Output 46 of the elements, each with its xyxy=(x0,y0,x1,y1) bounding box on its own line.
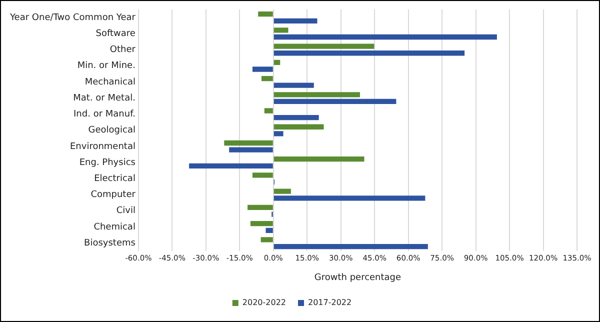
bar xyxy=(264,108,273,114)
y-tick-label: Year One/Two Common Year xyxy=(8,12,136,23)
bar xyxy=(274,124,324,130)
bar xyxy=(274,44,374,49)
legend-label: 2017-2022 xyxy=(308,298,352,308)
bar xyxy=(274,131,284,136)
bar xyxy=(274,244,428,250)
y-tick-label: Mechanical xyxy=(84,77,136,88)
bar xyxy=(248,204,273,210)
y-tick-label: Ind. or Manuf. xyxy=(74,110,136,120)
bar xyxy=(274,34,497,40)
bar xyxy=(274,28,288,33)
bar xyxy=(266,228,273,234)
bar xyxy=(274,18,318,24)
y-tick-label: Mat. or Metal. xyxy=(73,93,136,104)
y-tick-label: Eng. Physics xyxy=(79,158,136,168)
y-tick-label: Other xyxy=(110,45,136,56)
bar xyxy=(274,50,465,56)
x-axis-title: Growth percentage xyxy=(314,272,402,283)
bar xyxy=(260,237,273,242)
y-tick-label: Environmental xyxy=(70,142,136,152)
y-tick-label: Chemical xyxy=(94,222,136,232)
bar xyxy=(274,98,396,104)
bar xyxy=(274,188,291,194)
y-tick-label: Civil xyxy=(116,206,136,216)
bar xyxy=(189,163,273,169)
bar xyxy=(252,172,273,178)
bar xyxy=(229,147,273,152)
bar xyxy=(274,115,319,120)
bar xyxy=(274,156,364,162)
bar xyxy=(252,66,273,72)
bar xyxy=(258,11,273,17)
y-tick-label: Geological xyxy=(88,126,136,136)
bar xyxy=(274,82,314,88)
y-tick-label: Software xyxy=(96,28,136,39)
y-tick-label: Biosystems xyxy=(84,238,136,248)
y-tick-label: Min. or Mine. xyxy=(77,61,136,72)
bar xyxy=(224,140,273,146)
legend-label: 2020-2022 xyxy=(242,298,286,308)
bar xyxy=(274,92,360,98)
bar xyxy=(274,60,280,65)
bar xyxy=(274,196,426,201)
y-tick-label: Electrical xyxy=(94,174,136,184)
bar xyxy=(261,76,273,82)
bar xyxy=(250,221,273,226)
y-tick-label: Computer xyxy=(90,190,136,200)
